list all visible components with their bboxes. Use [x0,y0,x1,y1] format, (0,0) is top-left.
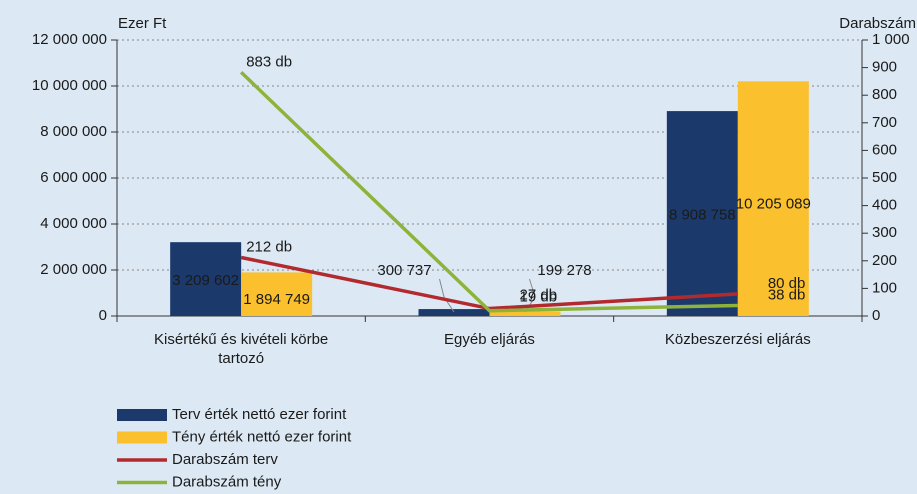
leader-line [439,278,455,313]
y-tick-label: 10 000 000 [32,77,107,94]
x-tick-label: Kisértékű és kivételi körbe tartozó [154,331,329,367]
y2-tick-label: 200 [872,252,897,269]
line-value-label: 38 db [768,286,806,303]
legend-label: Tény érték nettó ezer forint [172,428,352,445]
line-value-label: 212 db [246,238,292,255]
legend-label: Darabszám terv [172,451,278,468]
line [239,71,738,313]
line [240,255,738,311]
y2-tick-label: 600 [872,141,897,158]
y2-tick-label: 400 [872,197,897,214]
y2-tick-label: 100 [872,279,897,296]
bar-value-label: 3 209 602 [172,272,239,289]
bar [666,111,738,316]
line-value-label: 883 db [246,53,292,70]
bar-value-label: 10 205 089 [736,196,811,213]
y2-tick-label: 300 [872,224,897,241]
line-value-label: 80 db [768,275,806,292]
y-tick-label: 4 000 000 [40,215,107,232]
legend-swatch [117,431,167,444]
bar-value-label: 1 894 749 [243,291,310,308]
y-axis-title: Ezer Ft [118,15,167,32]
bar [418,309,490,316]
bar [489,311,561,316]
y2-tick-label: 900 [872,59,897,76]
y-tick-label: 12 000 000 [32,31,107,48]
y2-tick-label: 500 [872,169,897,186]
y2-tick-label: 1 000 [872,31,910,48]
bar [737,81,809,316]
legend-label: Terv érték nettó ezer forint [172,406,347,423]
bar-value-label: 8 908 758 [669,207,736,224]
legend-swatch [117,409,167,421]
x-tick-label: Egyéb eljárás [444,331,535,348]
y-tick-label: 0 [99,307,107,324]
y2-tick-label: 0 [872,307,880,324]
bar [241,272,313,316]
y-tick-label: 8 000 000 [40,123,107,140]
y2-tick-label: 800 [872,86,897,103]
line-value-label: 27 db [520,287,558,304]
line-value-label: 19 db [520,289,558,306]
bar-value-label: 300 737 [377,262,431,279]
bar [170,242,242,316]
y-tick-label: 2 000 000 [40,261,107,278]
y2-axis-title: Darabszám [839,15,916,32]
y2-tick-label: 700 [872,114,897,131]
x-tick-label: Közbeszerzési eljárás [664,331,811,348]
y-tick-label: 6 000 000 [40,169,107,186]
legend-label: Darabszám tény [172,473,282,490]
bar-value-label: 199 278 [537,262,591,279]
